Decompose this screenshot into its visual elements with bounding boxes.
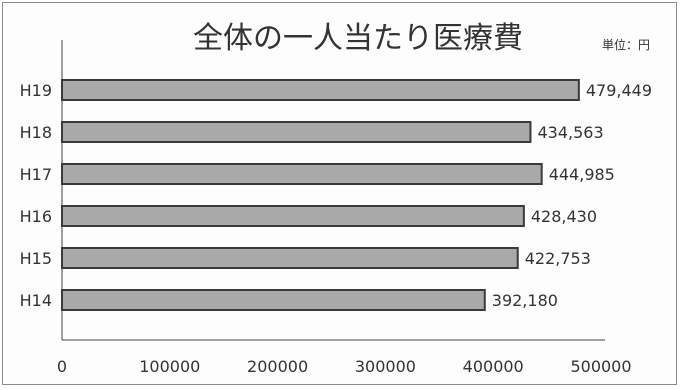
value-label: 434,563 bbox=[537, 123, 603, 142]
value-label: 444,985 bbox=[549, 165, 615, 184]
category-label: H14 bbox=[20, 291, 52, 310]
x-tick-label: 0 bbox=[57, 357, 67, 376]
chart-frame bbox=[2, 2, 677, 385]
x-tick-label: 300000 bbox=[355, 357, 416, 376]
category-label: H15 bbox=[20, 249, 52, 268]
x-tick-label: 100000 bbox=[139, 357, 200, 376]
value-label: 422,753 bbox=[525, 249, 591, 268]
x-tick-label: 200000 bbox=[247, 357, 308, 376]
bar bbox=[61, 79, 580, 101]
unit-label: 単位：円 bbox=[602, 37, 650, 52]
chart-title: 全体の一人当たり医療費 bbox=[193, 21, 523, 56]
value-label: 428,430 bbox=[531, 207, 597, 226]
value-label: 392,180 bbox=[492, 291, 558, 310]
category-label: H19 bbox=[20, 81, 52, 100]
bar bbox=[61, 289, 486, 311]
bar bbox=[61, 247, 519, 269]
category-label: H18 bbox=[20, 123, 52, 142]
bar bbox=[61, 121, 532, 143]
category-label: H16 bbox=[20, 207, 52, 226]
bar bbox=[61, 163, 543, 185]
x-tick-label: 400000 bbox=[463, 357, 524, 376]
category-label: H17 bbox=[20, 165, 52, 184]
bar bbox=[61, 205, 525, 227]
x-tick-label: 500000 bbox=[570, 357, 631, 376]
value-label: 479,449 bbox=[586, 81, 652, 100]
